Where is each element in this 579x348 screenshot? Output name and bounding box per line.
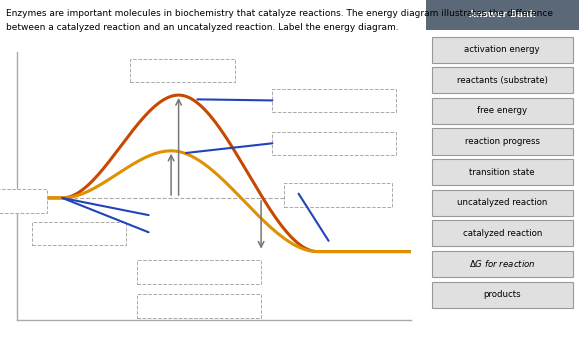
FancyBboxPatch shape — [32, 222, 126, 245]
Text: between a catalyzed reaction and an uncatalyzed reaction. Label the energy diagr: between a catalyzed reaction and an unca… — [6, 23, 398, 32]
FancyBboxPatch shape — [432, 159, 573, 185]
Text: transition state: transition state — [470, 168, 535, 176]
FancyBboxPatch shape — [130, 58, 235, 82]
FancyBboxPatch shape — [272, 132, 396, 155]
FancyBboxPatch shape — [432, 128, 573, 155]
FancyBboxPatch shape — [432, 37, 573, 63]
Text: catalyzed reaction: catalyzed reaction — [463, 229, 542, 238]
Text: activation energy: activation energy — [464, 45, 540, 54]
FancyBboxPatch shape — [432, 67, 573, 93]
Text: $\Delta G$ for reaction: $\Delta G$ for reaction — [469, 259, 536, 269]
FancyBboxPatch shape — [0, 189, 47, 213]
Text: Answer Bank: Answer Bank — [469, 10, 536, 19]
Text: Enzymes are important molecules in biochemistry that catalyze reactions. The ene: Enzymes are important molecules in bioch… — [6, 9, 553, 18]
FancyBboxPatch shape — [137, 294, 261, 318]
FancyBboxPatch shape — [432, 98, 573, 124]
Text: free energy: free energy — [477, 106, 527, 115]
FancyBboxPatch shape — [432, 190, 573, 216]
FancyBboxPatch shape — [432, 282, 573, 308]
Text: reaction progress: reaction progress — [465, 137, 540, 146]
FancyBboxPatch shape — [272, 89, 396, 112]
FancyBboxPatch shape — [432, 251, 573, 277]
FancyBboxPatch shape — [137, 260, 261, 284]
FancyBboxPatch shape — [432, 220, 573, 246]
FancyBboxPatch shape — [284, 183, 393, 207]
FancyBboxPatch shape — [426, 0, 579, 30]
Text: uncatalyzed reaction: uncatalyzed reaction — [457, 198, 548, 207]
Text: products: products — [483, 290, 521, 299]
Text: reactants (substrate): reactants (substrate) — [457, 76, 548, 85]
